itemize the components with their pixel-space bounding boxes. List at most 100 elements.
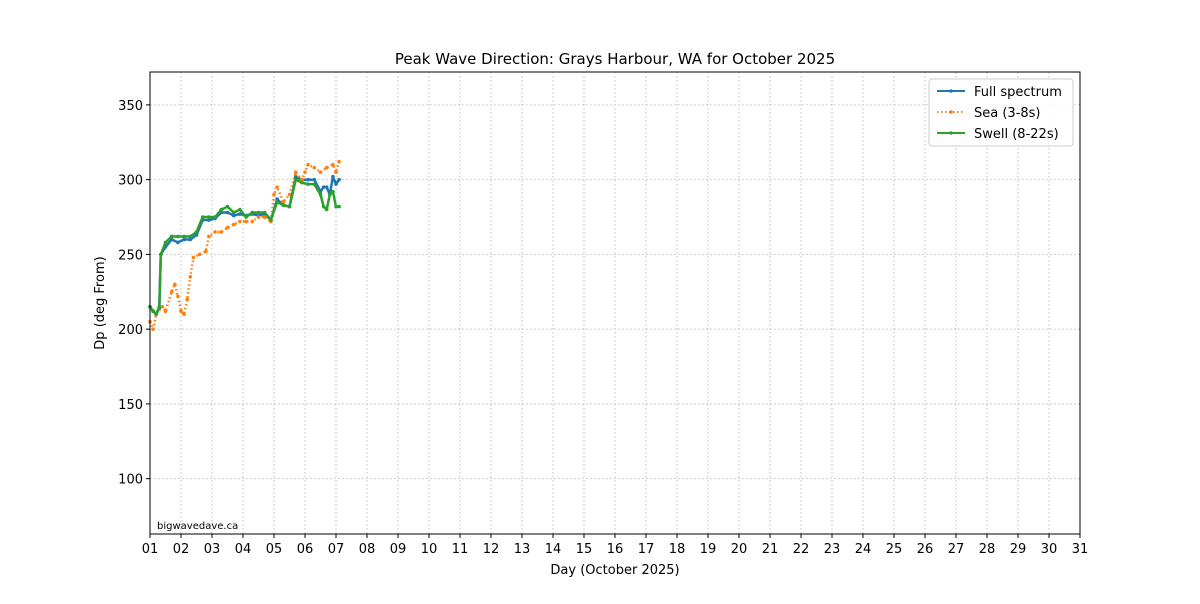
data-point xyxy=(312,177,317,182)
x-tick-label: 12 xyxy=(483,542,500,557)
x-tick-label: 03 xyxy=(204,542,221,557)
x-tick-label: 08 xyxy=(359,542,376,557)
data-point xyxy=(191,255,196,260)
data-point xyxy=(337,159,341,164)
x-tick-label: 27 xyxy=(948,542,965,557)
x-tick-label: 02 xyxy=(173,542,190,557)
data-point xyxy=(287,192,292,197)
y-axis-label: Dp (deg From) xyxy=(93,256,108,349)
y-tick-label: 350 xyxy=(118,99,143,114)
data-point xyxy=(169,289,174,294)
data-point xyxy=(157,304,162,309)
data-point xyxy=(151,309,155,314)
data-point xyxy=(160,304,165,309)
series-swell-8-22s- xyxy=(148,177,341,317)
data-point xyxy=(163,309,168,314)
data-point xyxy=(207,215,211,219)
data-point xyxy=(250,210,255,215)
x-tick-label: 22 xyxy=(793,542,810,557)
data-point xyxy=(182,234,186,239)
data-point xyxy=(300,177,304,182)
data-point xyxy=(334,182,338,186)
legend-label: Full spectrum xyxy=(974,85,1062,100)
data-point xyxy=(337,177,341,182)
data-point xyxy=(281,200,286,204)
data-point xyxy=(337,204,341,209)
data-point xyxy=(163,240,168,245)
x-tick-label: 21 xyxy=(762,542,779,557)
x-tick-label: 07 xyxy=(328,542,345,557)
data-point xyxy=(197,252,202,257)
x-tick-label: 10 xyxy=(421,542,438,557)
chart-title: Peak Wave Direction: Grays Harbour, WA f… xyxy=(395,50,835,68)
data-point xyxy=(321,204,326,209)
data-point xyxy=(275,185,279,189)
y-axis: 100 150 200 250 300 350 xyxy=(118,99,150,488)
data-point xyxy=(312,165,317,170)
x-axis-label: Day (October 2025) xyxy=(550,563,679,578)
x-tick-label: 28 xyxy=(979,542,996,557)
data-point xyxy=(169,234,174,239)
x-tick-label: 09 xyxy=(390,542,407,557)
data-point xyxy=(231,213,236,218)
data-point xyxy=(331,189,335,194)
y-tick-label: 150 xyxy=(118,398,143,413)
data-point xyxy=(324,185,329,189)
legend-label: Sea (3-8s) xyxy=(974,106,1041,121)
x-tick-label: 11 xyxy=(452,542,469,557)
data-point xyxy=(188,234,193,239)
x-tick-label: 16 xyxy=(607,542,624,557)
data-point xyxy=(262,210,267,215)
data-point xyxy=(231,222,236,227)
data-point xyxy=(293,177,298,182)
data-point xyxy=(250,219,255,224)
x-tick-label: 18 xyxy=(669,542,686,557)
legend-label: Swell (8-22s) xyxy=(974,127,1059,142)
y-tick-label: 200 xyxy=(118,323,143,338)
data-point xyxy=(225,225,230,230)
data-point xyxy=(275,200,279,204)
x-tick-label: 31 xyxy=(1072,542,1089,557)
data-point xyxy=(287,204,292,209)
grid xyxy=(149,72,1081,534)
x-tick-label: 25 xyxy=(886,542,903,557)
data-point xyxy=(225,210,230,215)
legend-marker xyxy=(949,131,953,135)
data-point xyxy=(324,165,329,170)
x-tick-label: 20 xyxy=(731,542,748,557)
data-point xyxy=(200,215,205,219)
data-point xyxy=(256,215,261,219)
x-tick-label: 14 xyxy=(545,542,562,557)
legend-marker xyxy=(949,89,953,93)
data-point xyxy=(334,204,338,209)
data-point xyxy=(213,230,217,234)
data-point xyxy=(219,207,224,212)
data-point xyxy=(312,182,317,186)
data-point xyxy=(293,174,298,179)
data-point xyxy=(324,207,329,212)
x-tick-label: 04 xyxy=(235,542,252,557)
data-point xyxy=(179,309,183,314)
data-point xyxy=(306,177,310,182)
y-tick-label: 100 xyxy=(118,473,143,488)
data-point xyxy=(328,192,332,197)
data-point xyxy=(306,182,310,186)
data-point xyxy=(173,282,177,287)
data-point xyxy=(188,237,193,242)
series-line xyxy=(148,161,341,331)
data-point xyxy=(219,230,224,234)
x-tick-label: 19 xyxy=(700,542,717,557)
x-tick-label: 15 xyxy=(576,542,593,557)
x-tick-label: 01 xyxy=(142,542,159,557)
data-point xyxy=(225,204,230,209)
y-tick-label: 300 xyxy=(118,174,143,189)
data-point xyxy=(272,192,276,197)
data-point xyxy=(256,210,261,215)
x-tick-label: 29 xyxy=(1010,542,1027,557)
data-point xyxy=(275,197,279,201)
data-point xyxy=(321,185,326,189)
data-point xyxy=(318,192,323,197)
x-tick-label: 24 xyxy=(855,542,872,557)
series-group xyxy=(148,159,341,331)
